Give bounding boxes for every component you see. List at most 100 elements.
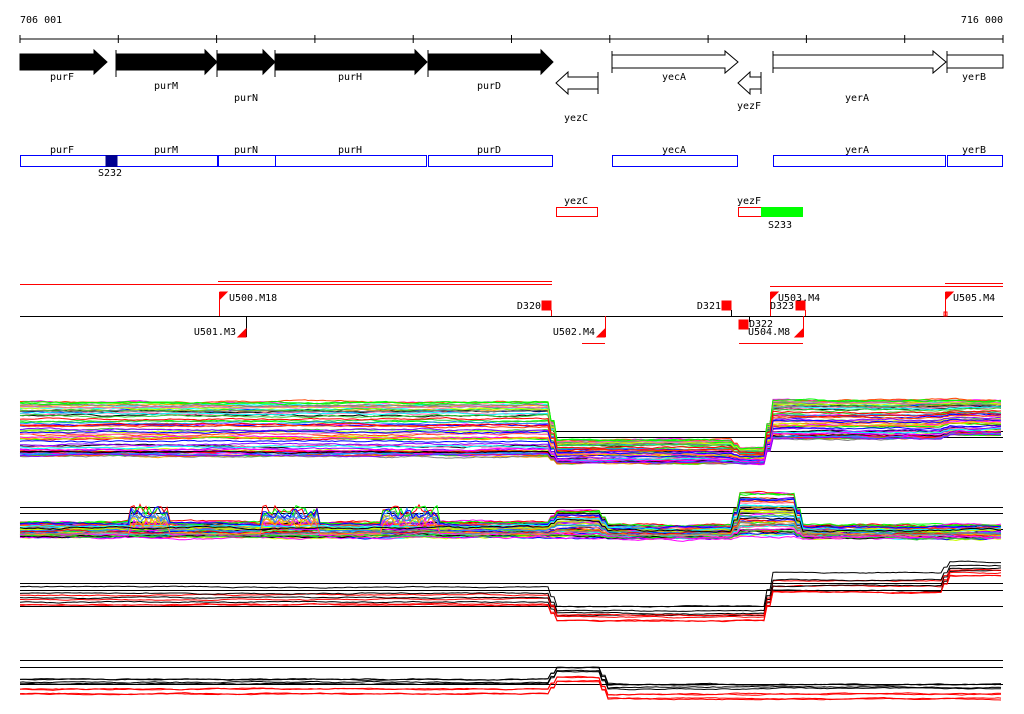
expression-series xyxy=(19,400,1002,452)
gene-box-yerB[interactable] xyxy=(947,155,1003,167)
expression-series xyxy=(20,426,1002,462)
expression-series xyxy=(19,407,1002,454)
box-label-yerA: yerA xyxy=(845,145,869,156)
gene-box-purD[interactable] xyxy=(428,155,553,167)
gene-label-purN: purN xyxy=(234,93,258,104)
gene-box-yezF[interactable] xyxy=(738,207,762,217)
marker-D323[interactable] xyxy=(795,300,806,316)
box-label-purF: purF xyxy=(50,145,74,156)
feature-S232[interactable] xyxy=(105,155,118,167)
gene-arrow-purF[interactable] xyxy=(19,48,108,76)
marker-U500[interactable] xyxy=(219,291,229,316)
gene-label-purH: purH xyxy=(338,72,362,83)
gene-box-purN[interactable] xyxy=(218,155,276,167)
box-label-purH: purH xyxy=(338,145,362,156)
expression-series xyxy=(19,504,1002,532)
gene-arrows-track xyxy=(19,48,1004,96)
feature-S233[interactable] xyxy=(761,207,803,217)
gene-arrow-labels: purF purM purN purH purD yezC yecA yezF … xyxy=(50,72,986,124)
forward-gene-boxes xyxy=(20,155,1003,167)
expression-series xyxy=(19,569,1001,617)
expression-series xyxy=(19,680,1002,700)
gene-box-yecA[interactable] xyxy=(612,155,738,167)
marker-U505[interactable] xyxy=(943,291,955,317)
coordinate-ruler: 706 001 716 000 xyxy=(19,15,1004,43)
feature-label-S233: S233 xyxy=(768,220,792,231)
expression-series xyxy=(19,422,1002,460)
expression-series xyxy=(19,669,1002,689)
marker-U501[interactable] xyxy=(236,316,247,338)
gene-arrow-purM[interactable] xyxy=(115,48,218,76)
expression-series xyxy=(19,412,1002,456)
marker-label-U501: U501.M3 xyxy=(194,327,236,338)
marker-U503[interactable] xyxy=(770,291,780,316)
marker-label-D323: D323 xyxy=(770,301,794,312)
marker-label-U504: U504.M8 xyxy=(748,327,790,338)
gene-arrow-yerA[interactable] xyxy=(772,49,947,75)
gene-arrow-yecA[interactable] xyxy=(611,49,739,75)
gene-arrow-yezF[interactable] xyxy=(737,70,762,96)
expression-series xyxy=(19,418,1002,458)
box-label-yezC: yezC xyxy=(564,196,588,207)
box-label-yecA: yecA xyxy=(662,145,686,156)
marker-D322[interactable] xyxy=(738,316,750,330)
marker-label-U503: U503.M4 xyxy=(778,293,820,304)
expression-series xyxy=(19,410,1002,454)
gene-arrow-purD[interactable] xyxy=(427,48,554,76)
reverse-gene-box-labels: yezC yezF S233 xyxy=(564,196,792,231)
marker-U502[interactable] xyxy=(595,316,606,338)
ruler-ticks xyxy=(19,35,1004,43)
marker-D321[interactable] xyxy=(721,300,732,316)
marker-labels: U500.M18 U501.M3 D320 U502.M4 D321 U503.… xyxy=(194,293,995,338)
gene-label-yerA: yerA xyxy=(845,93,869,104)
marker-D320[interactable] xyxy=(541,300,552,316)
expression-series xyxy=(19,416,1002,458)
expression-series xyxy=(19,567,1002,615)
ruler-end-label: 716 000 xyxy=(961,15,1003,26)
track-2 xyxy=(19,490,1003,542)
expression-series xyxy=(19,414,1002,456)
expression-series xyxy=(19,430,1001,464)
expression-series xyxy=(19,560,1001,608)
marker-U504[interactable] xyxy=(793,316,804,338)
gene-label-yerB: yerB xyxy=(962,72,986,83)
expression-series xyxy=(19,403,1002,453)
feature-label-S232: S232 xyxy=(98,168,122,179)
expression-series xyxy=(19,535,1002,542)
gene-box-purF-purM[interactable] xyxy=(20,155,218,167)
expression-series xyxy=(19,515,1002,537)
gene-arrow-yerB[interactable] xyxy=(946,54,1004,69)
gene-box-purH[interactable] xyxy=(275,155,427,167)
gene-box-yezC[interactable] xyxy=(556,207,598,217)
track-3 xyxy=(19,560,1003,623)
expression-series xyxy=(19,676,1002,696)
expression-series xyxy=(19,492,1002,528)
box-label-yezF: yezF xyxy=(737,196,761,207)
gene-arrow-purH[interactable] xyxy=(274,48,428,76)
box-label-purN: purN xyxy=(234,145,258,156)
marker-label-U502: U502.M4 xyxy=(553,327,595,338)
expression-series xyxy=(19,564,1002,612)
box-label-purD: purD xyxy=(477,145,501,156)
expression-series xyxy=(19,398,1002,450)
expression-series xyxy=(19,529,1002,541)
expression-series xyxy=(19,421,1002,459)
gene-arrow-purN[interactable] xyxy=(216,48,276,76)
expression-series xyxy=(19,507,1001,533)
expression-series xyxy=(19,521,1002,537)
expression-series xyxy=(20,574,1002,622)
expression-series xyxy=(19,418,1002,458)
expression-series xyxy=(19,410,1002,455)
box-label-yerB: yerB xyxy=(962,145,986,156)
expression-series xyxy=(19,424,1001,462)
ruler-start-label: 706 001 xyxy=(20,15,62,26)
gene-label-purD: purD xyxy=(477,81,501,92)
gene-label-yezF: yezF xyxy=(737,101,761,112)
gene-box-yerA[interactable] xyxy=(773,155,946,167)
gene-label-yezC: yezC xyxy=(564,113,588,124)
marker-label-U500: U500.M18 xyxy=(229,293,277,304)
expression-series xyxy=(19,433,1002,465)
gene-arrow-yezC[interactable] xyxy=(555,70,599,96)
marker-label-D320: D320 xyxy=(517,301,541,312)
